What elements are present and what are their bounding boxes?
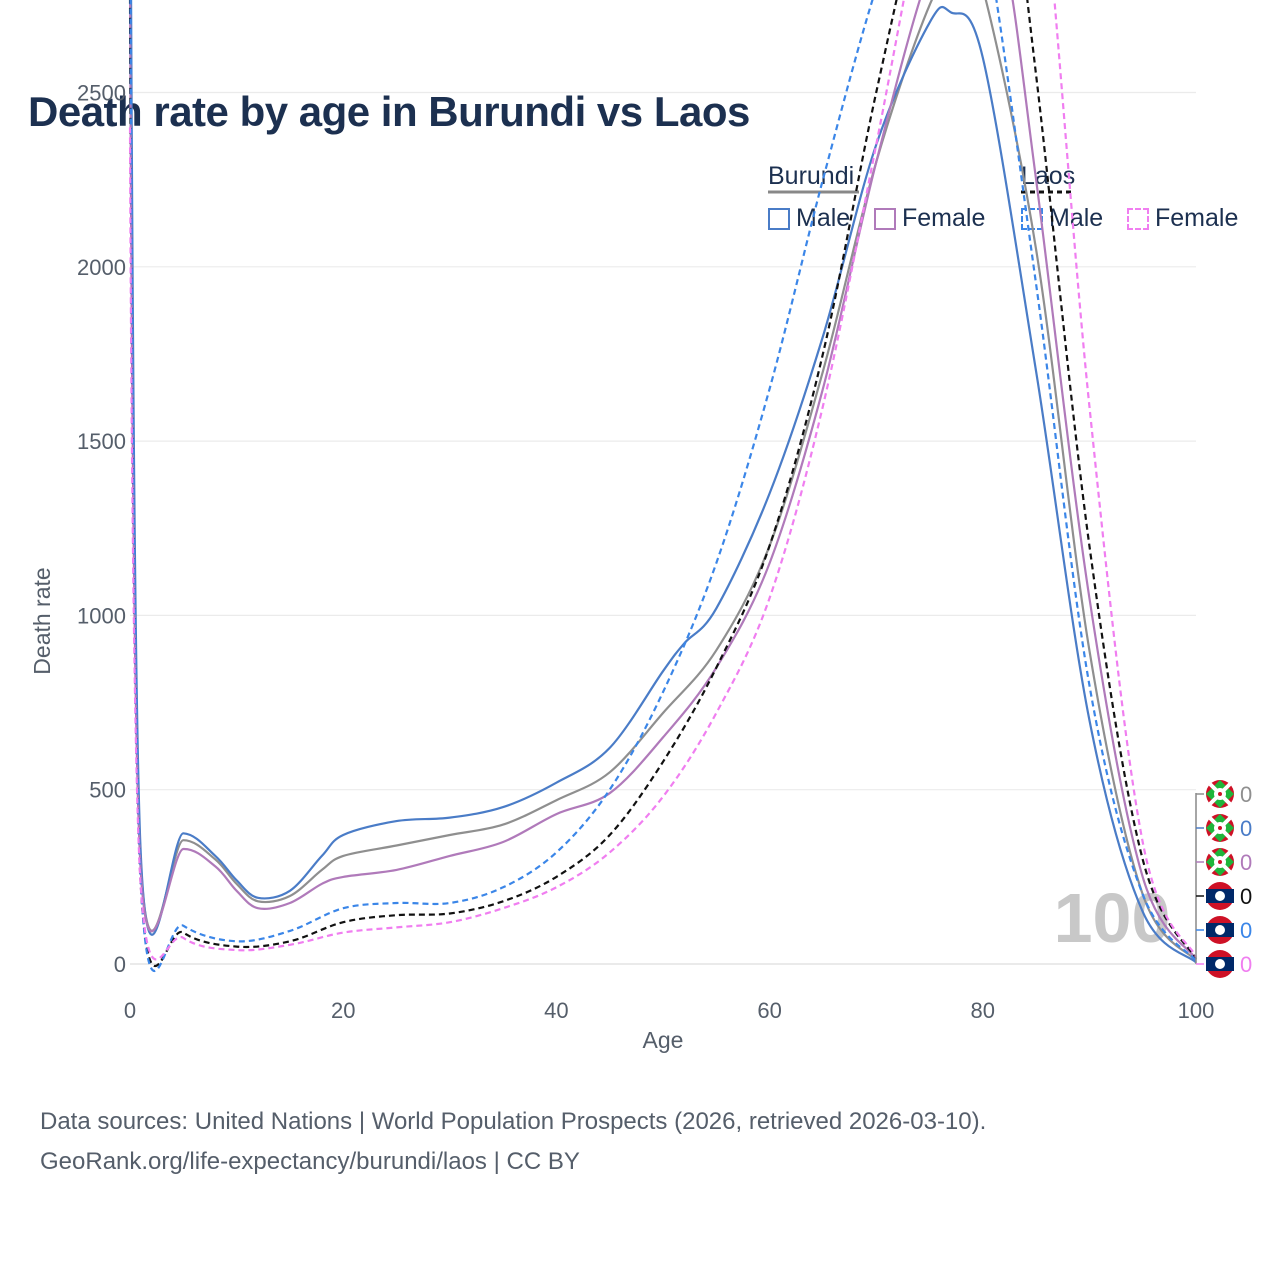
end-label-value: 0 (1240, 952, 1252, 977)
x-tick-label: 100 (1178, 998, 1215, 1023)
y-tick-label: 2000 (77, 255, 126, 280)
y-tick-label: 0 (114, 952, 126, 977)
x-tick-label: 80 (971, 998, 995, 1023)
legend-group-title: Laos (1021, 162, 1076, 190)
footer-link[interactable]: GeoRank.org/life-expectancy/burundi/laos… (40, 1148, 580, 1175)
end-label-value: 0 (1240, 850, 1252, 875)
chart-title: Death rate by age in Burundi vs Laos (28, 88, 750, 135)
legend-item-burundi-male[interactable]: Male (768, 204, 850, 232)
series-line-laos-female (128, 0, 1197, 961)
series-line-burundi-total (129, 0, 1197, 962)
y-tick-label: 2500 (77, 81, 126, 106)
end-label-value: 0 (1240, 816, 1252, 841)
x-tick-label: 60 (757, 998, 781, 1023)
x-axis-label: Age (643, 1027, 684, 1053)
legend-item-laos-female[interactable]: Female (1127, 204, 1238, 232)
series-line-burundi-female (129, 0, 1197, 960)
burundi-flag-star (1218, 826, 1222, 830)
legend-swatch (1127, 208, 1149, 230)
y-tick-label: 1500 (77, 429, 126, 454)
year-watermark: 100 (1054, 879, 1171, 957)
end-label-value: 0 (1240, 782, 1252, 807)
burundi-flag-star (1218, 860, 1222, 864)
legend-item-burundi-female[interactable]: Female (874, 204, 985, 232)
x-tick-label: 40 (544, 998, 568, 1023)
end-label-value: 0 (1240, 918, 1252, 943)
footer-sources: Data sources: United Nations | World Pop… (40, 1108, 987, 1135)
y-axis-label: Death rate (29, 567, 55, 674)
y-tick-label: 500 (89, 778, 126, 803)
series-line-burundi-male (130, 0, 1197, 964)
series-line-laos-male (129, 0, 1197, 972)
series-line-laos-total (128, 0, 1197, 968)
laos-flag-disc (1215, 891, 1225, 901)
burundi-flag-star (1218, 792, 1222, 796)
legend-group-title: Burundi (768, 162, 855, 190)
y-tick-label: 1000 (77, 603, 126, 628)
legend-swatch (874, 208, 896, 230)
x-tick-label: 20 (331, 998, 355, 1023)
x-tick-label: 0 (124, 998, 136, 1023)
laos-flag-disc (1215, 959, 1225, 969)
legend-group-laos[interactable]: Laos Male Female (1021, 162, 1238, 232)
legend-swatch (768, 208, 790, 230)
end-label-value: 0 (1240, 884, 1252, 909)
legend-group-burundi[interactable]: Burundi Male Female (768, 162, 985, 232)
laos-flag-disc (1215, 925, 1225, 935)
